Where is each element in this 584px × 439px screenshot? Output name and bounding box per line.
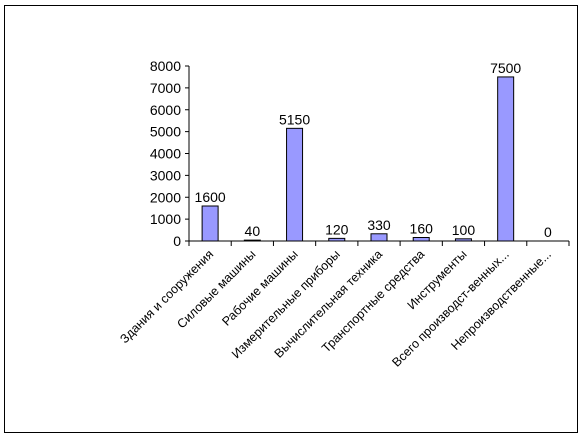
bar xyxy=(243,239,261,242)
y-tick-label: 5000 xyxy=(150,124,181,140)
data-label: 120 xyxy=(325,221,349,237)
y-tick-label: 3000 xyxy=(150,167,181,183)
data-label: 7500 xyxy=(490,60,521,76)
y-tick-label: 7000 xyxy=(150,80,181,96)
data-label: 40 xyxy=(245,223,261,239)
data-label: 1600 xyxy=(195,189,226,205)
category-label: Рабочие машины xyxy=(219,247,300,328)
bar xyxy=(328,237,346,242)
y-tick-label: 2000 xyxy=(150,189,181,205)
y-tick-label: 4000 xyxy=(150,146,181,162)
y-tick-label: 1000 xyxy=(150,211,181,227)
data-label: 5150 xyxy=(279,111,310,127)
bar xyxy=(370,233,388,242)
y-tick-label: 6000 xyxy=(150,102,181,118)
bar xyxy=(201,205,219,242)
bar xyxy=(497,76,515,242)
data-label: 100 xyxy=(452,222,476,238)
data-label: 160 xyxy=(410,221,434,237)
bar xyxy=(412,237,430,242)
data-label: 0 xyxy=(544,224,552,240)
category-label: Силовые машины xyxy=(174,247,258,331)
bar xyxy=(286,127,304,242)
y-tick-label: 8000 xyxy=(150,58,181,74)
y-tick-label: 0 xyxy=(173,233,181,249)
bar xyxy=(454,238,472,242)
data-label: 330 xyxy=(367,217,391,233)
